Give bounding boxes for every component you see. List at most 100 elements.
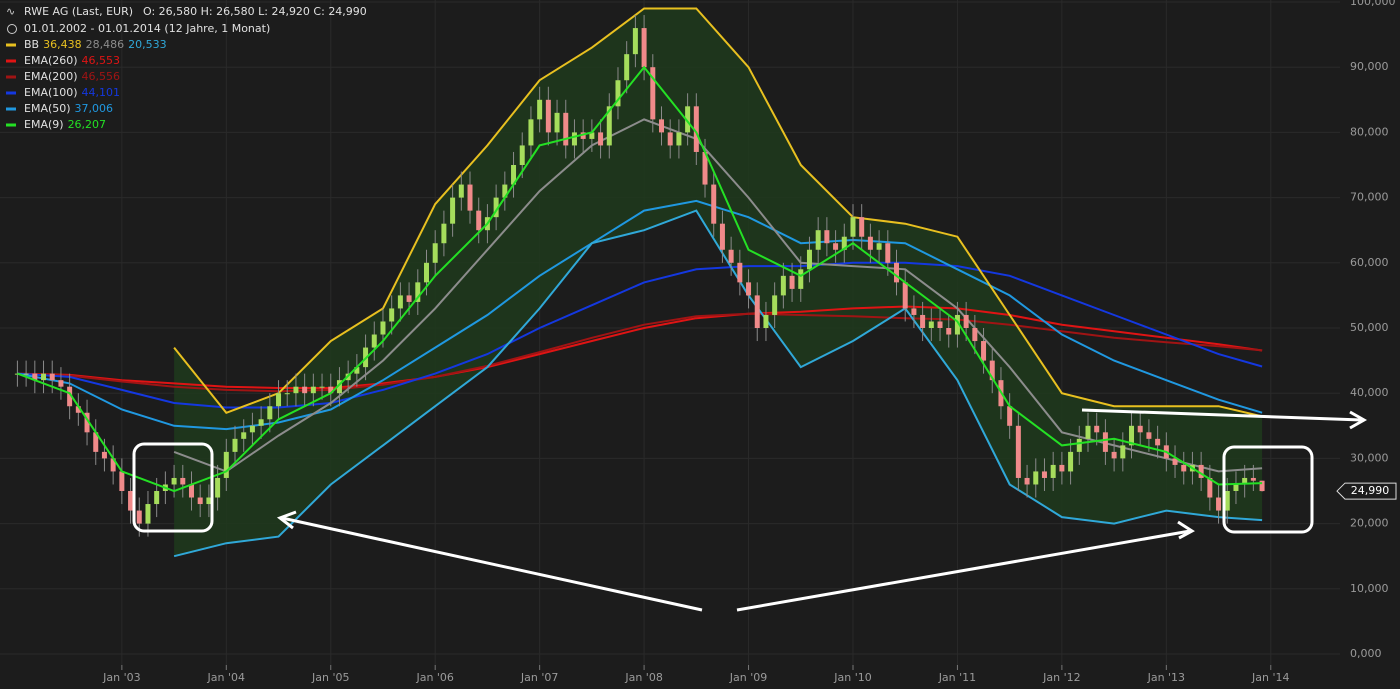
candle-body (319, 386, 325, 388)
candle-body (1024, 477, 1030, 485)
y-tick-label: 10,000 (1350, 582, 1389, 595)
legend-value: 28,486 (86, 38, 125, 51)
candle-body (571, 132, 577, 146)
candle-body (232, 438, 238, 452)
x-tick-label: Jan '03 (102, 671, 140, 684)
candle-body (746, 282, 752, 296)
candle-body (493, 197, 499, 218)
band-line (173, 7, 1263, 418)
candle-body (763, 314, 769, 328)
candle-body (1120, 445, 1126, 459)
candle-body (659, 119, 664, 133)
arrow-head (1177, 520, 1195, 540)
legend-swatch (6, 75, 16, 79)
candle-body (154, 491, 160, 505)
candle-body (1085, 425, 1091, 439)
candle-body (928, 321, 934, 328)
x-tick-label: Jan '12 (1042, 671, 1080, 684)
candle-body (1050, 464, 1056, 478)
candle-body (859, 217, 865, 237)
candle-body (23, 373, 29, 375)
candle-body (780, 275, 786, 296)
y-tick-label: 80,000 (1350, 125, 1389, 138)
candle-body (110, 458, 116, 472)
candle-body (171, 477, 177, 485)
price-tag (1336, 482, 1397, 500)
candle-body (476, 210, 482, 231)
y-tick-label: 90,000 (1350, 60, 1389, 73)
y-tick-label: 100,000 (1350, 0, 1396, 8)
candle-body (215, 477, 221, 498)
candle-body (1007, 406, 1013, 426)
candle-body (1233, 484, 1239, 491)
candle-body (145, 504, 151, 524)
candle-body (867, 236, 873, 250)
candle-body (1198, 464, 1204, 478)
candle-body (249, 425, 255, 433)
x-tick-label: Jan '08 (624, 671, 662, 684)
candle-body (1146, 432, 1152, 439)
candle-body (458, 184, 464, 198)
candle-body (937, 321, 943, 328)
x-tick-label: Jan '11 (938, 671, 976, 684)
legend-label: EMA(200) (24, 70, 78, 83)
candle-body (528, 119, 534, 146)
candle-body (354, 367, 360, 374)
candle-body (84, 412, 90, 433)
candle-body (197, 497, 203, 505)
band-area (174, 8, 1263, 557)
candle-body (833, 243, 839, 250)
ema-line (17, 305, 1263, 389)
candle-body (972, 328, 978, 342)
ema-line (17, 312, 1263, 393)
legend-swatch (6, 123, 16, 127)
x-tick-label: Jan '07 (520, 671, 558, 684)
candle-body (241, 432, 247, 439)
candle-body (589, 132, 595, 139)
candle-body (850, 217, 856, 237)
legend-swatch (6, 107, 16, 111)
legend-swatch (6, 59, 16, 63)
candle-body (49, 373, 55, 381)
highlight-box (1222, 445, 1314, 534)
candle-body (1155, 438, 1161, 446)
legend-swatch (6, 91, 16, 95)
candle-body (293, 386, 299, 394)
candle-body (693, 106, 699, 152)
candle-body (876, 243, 882, 250)
y-tick-label: 70,000 (1350, 191, 1389, 204)
candle-body (885, 243, 891, 263)
candle-body (223, 451, 229, 478)
legend-value: 46,556 (82, 70, 121, 83)
legend-label: EMA(100) (24, 86, 78, 99)
x-tick-label: Jan '14 (1251, 671, 1289, 684)
candle-body (41, 373, 47, 381)
legend-swatch (6, 43, 16, 47)
candle-body (667, 132, 673, 146)
x-tick-label: Jan '13 (1147, 671, 1185, 684)
y-tick-label: 60,000 (1350, 256, 1389, 269)
legend-label: EMA(260) (24, 54, 78, 67)
candle-body (632, 28, 638, 55)
candle-body (981, 341, 987, 361)
candle-body (1059, 464, 1065, 472)
y-tick-label: 50,000 (1350, 321, 1389, 334)
candle-body (537, 99, 543, 120)
candle-body (502, 184, 508, 198)
candle-body (615, 80, 621, 107)
candle-body (1094, 425, 1100, 433)
arrow (1081, 408, 1363, 422)
ema-line (17, 261, 1263, 409)
candle-body (389, 308, 395, 322)
candle-body (1250, 477, 1256, 481)
y-tick-label: 0,000 (1350, 647, 1382, 660)
candle-body (1137, 425, 1143, 433)
candle-body (841, 236, 847, 250)
candle-body (467, 184, 473, 211)
x-tick-label: Jan '05 (311, 671, 349, 684)
candle-body (450, 197, 456, 224)
candle-body (1242, 477, 1248, 485)
arrow-head (276, 510, 297, 530)
candle-body (798, 269, 804, 289)
